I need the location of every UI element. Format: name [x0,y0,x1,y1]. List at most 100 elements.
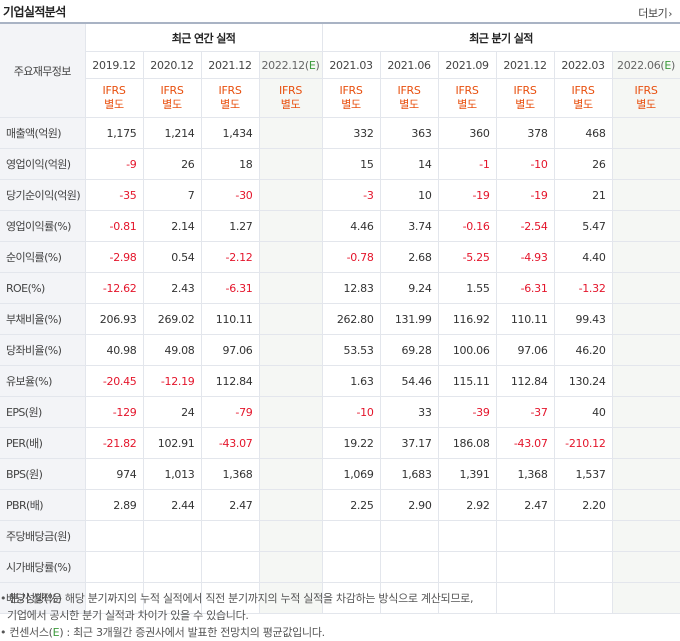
value-cell: 46.20 [554,334,613,366]
row-label: 시가배당률(%) [0,551,86,583]
value-cell: 2.92 [438,489,497,521]
standard-ifrs: IFRS [513,84,537,97]
value-cell [496,520,555,552]
accounting-standard: IFRS 별도 [322,78,381,118]
value-cell [85,520,144,552]
table-row: BPS(원) 974 1,013 1,368 1,069 1,683 1,391 1,368 1… [0,458,680,490]
quarter-group-header: 최근 분기 실적 [322,23,680,52]
period-header: 2022.03 [554,51,613,79]
value-cell: -12.62 [85,272,144,304]
value-cell [554,582,613,614]
table-row: PER(배) -21.82 102.91 -43.07 19.22 37.17 186.08… [0,427,680,459]
value-cell [612,582,680,614]
value-cell: -10 [496,148,555,180]
row-label: 주당배당금(원) [0,520,86,552]
value-cell: 110.11 [201,303,260,335]
standard-ifrs: IFRS [279,84,303,97]
value-cell: -37 [496,396,555,428]
value-cell: -10 [322,396,381,428]
value-cell: 2.43 [143,272,202,304]
footnotes: • 분기 실적은 해당 분기까지의 누적 실적에서 직전 분기까지의 누적 실적… [0,590,680,641]
table-row: EPS(원) -129 24 -79 -10 33 -39 -37 40 [0,396,680,428]
period-header: 2021.12 [496,51,555,79]
value-cell [612,179,680,211]
value-cell: -6.31 [201,272,260,304]
value-cell: -79 [201,396,260,428]
value-cell [380,551,439,583]
estimate-marker: E [664,58,672,72]
table-row: 주당배당금(원) [0,520,680,552]
value-cell [438,520,497,552]
value-cell: -21.82 [85,427,144,459]
value-cell: 1,434 [201,117,260,149]
row-label: 매출액(억원) [0,117,86,149]
financial-body: 매출액(억원) 1,175 1,214 1,434 332 363 360 378 468 영업이… [0,117,680,614]
value-cell: 1.63 [322,365,381,397]
value-cell: 2.89 [85,489,144,521]
footnote-text: • 컨센서스( [0,626,53,639]
value-cell: -5.25 [438,241,497,273]
accounting-standard: IFRS 별도 [438,78,497,118]
period-text: 2022.06( [617,58,665,72]
more-label: 더보기 [638,7,668,20]
table-row: ROE(%) -12.62 2.43 -6.31 12.83 9.24 1.55 -6.31-… [0,272,680,304]
value-cell [496,582,555,614]
value-cell: 2.44 [143,489,202,521]
row-label: 부채비율(%) [0,303,86,335]
value-cell: -0.16 [438,210,497,242]
accounting-standard: IFRS 별도 [143,78,202,118]
standard-separate: 별도 [457,98,477,111]
value-cell: 1,368 [201,458,260,490]
value-cell [143,551,202,583]
label-header: 주요재무정보 [0,23,86,118]
table-row: 영업이익(억원) -9 26 18 15 14 -1 -10 26 [0,148,680,180]
value-cell [612,365,680,397]
value-cell: 100.06 [438,334,497,366]
value-cell [201,520,260,552]
value-cell [554,551,613,583]
accounting-standard: IFRS 별도 [85,78,144,118]
value-cell: 1,683 [380,458,439,490]
value-cell: -39 [438,396,497,428]
standard-separate: 별도 [515,98,535,111]
value-cell [612,303,680,335]
value-cell [259,303,323,335]
value-cell: -20.45 [85,365,144,397]
value-cell: 2.20 [554,489,613,521]
row-label: PER(배) [0,427,86,459]
period-header: 2022.06(E) [612,51,680,79]
value-cell: 1,214 [143,117,202,149]
value-cell: 53.53 [322,334,381,366]
value-cell: -2.98 [85,241,144,273]
value-cell: 1,013 [143,458,202,490]
value-cell: 378 [496,117,555,149]
table-row: 시가배당률(%) [0,551,680,583]
row-label: ROE(%) [0,272,86,304]
value-cell [259,551,323,583]
row-label: 영업이익률(%) [0,210,86,242]
value-cell: 186.08 [438,427,497,459]
value-cell: 269.02 [143,303,202,335]
value-cell [259,582,323,614]
value-cell [612,427,680,459]
standard-ifrs: IFRS [455,84,479,97]
more-link[interactable]: 더보기› [638,5,672,21]
value-cell: 14 [380,148,439,180]
value-cell: 131.99 [380,303,439,335]
value-cell: -0.81 [85,210,144,242]
footnote-line: • 분기 실적은 해당 분기까지의 누적 실적에서 직전 분기까지의 누적 실적… [0,592,474,605]
row-label: 당기순이익(억원) [0,179,86,211]
value-cell: 1,175 [85,117,144,149]
value-cell: 18 [201,148,260,180]
value-cell [380,582,439,614]
value-cell [438,551,497,583]
value-cell: 112.84 [201,365,260,397]
value-cell: -19 [438,179,497,211]
value-cell: 40.98 [85,334,144,366]
value-cell: 206.93 [85,303,144,335]
value-cell [259,117,323,149]
period-header: 2022.12(E) [259,51,323,79]
accounting-standard: IFRS 별도 [496,78,555,118]
value-cell: 116.92 [438,303,497,335]
standard-separate: 별도 [399,98,419,111]
